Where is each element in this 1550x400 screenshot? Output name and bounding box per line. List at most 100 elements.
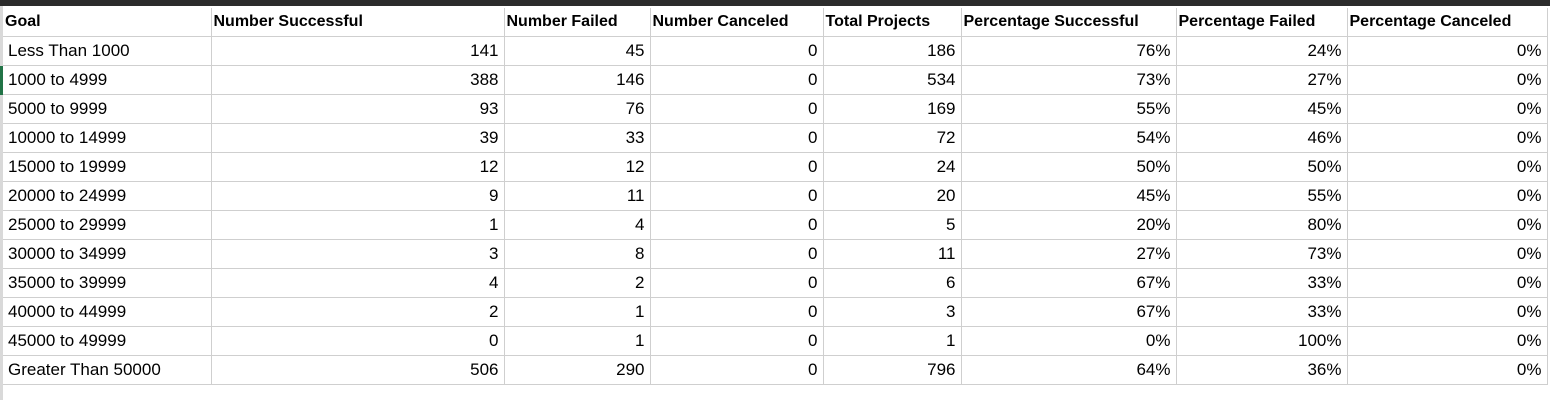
cell-percentage-successful[interactable]: 67% — [961, 297, 1177, 327]
cell-number-successful[interactable]: 4 — [211, 268, 505, 298]
cell-goal[interactable]: 10000 to 14999 — [3, 123, 212, 153]
header-cell-percentage-failed[interactable]: Percentage Failed — [1176, 8, 1348, 37]
cell-percentage-failed[interactable]: 55% — [1176, 181, 1348, 211]
cell-number-canceled[interactable]: 0 — [650, 326, 824, 356]
cell-number-successful[interactable]: 3 — [211, 239, 505, 269]
cell-percentage-failed[interactable]: 24% — [1176, 36, 1348, 66]
cell-percentage-failed[interactable]: 73% — [1176, 239, 1348, 269]
cell-number-failed[interactable]: 8 — [504, 239, 651, 269]
cell-total-projects[interactable]: 24 — [823, 152, 962, 182]
cell-percentage-failed[interactable]: 36% — [1176, 355, 1348, 385]
cell-number-canceled[interactable]: 0 — [650, 36, 824, 66]
cell-goal[interactable]: 1000 to 4999 — [3, 65, 212, 95]
cell-percentage-failed[interactable]: 80% — [1176, 210, 1348, 240]
cell-percentage-successful[interactable]: 55% — [961, 94, 1177, 124]
cell-number-failed[interactable]: 4 — [504, 210, 651, 240]
cell-percentage-failed[interactable]: 33% — [1176, 297, 1348, 327]
cell-goal[interactable]: 20000 to 24999 — [3, 181, 212, 211]
cell-total-projects[interactable]: 20 — [823, 181, 962, 211]
cell-number-failed[interactable]: 76 — [504, 94, 651, 124]
cell-percentage-successful[interactable]: 73% — [961, 65, 1177, 95]
cell-total-projects[interactable]: 3 — [823, 297, 962, 327]
cell-percentage-canceled[interactable]: 0% — [1347, 239, 1548, 269]
cell-total-projects[interactable]: 5 — [823, 210, 962, 240]
cell-number-successful[interactable]: 12 — [211, 152, 505, 182]
cell-total-projects[interactable]: 169 — [823, 94, 962, 124]
cell-percentage-failed[interactable]: 100% — [1176, 326, 1348, 356]
header-cell-number-canceled[interactable]: Number Canceled — [650, 8, 824, 37]
cell-number-successful[interactable]: 141 — [211, 36, 505, 66]
cell-percentage-canceled[interactable]: 0% — [1347, 297, 1548, 327]
cell-percentage-successful[interactable]: 76% — [961, 36, 1177, 66]
cell-number-failed[interactable]: 1 — [504, 326, 651, 356]
cell-goal[interactable]: 45000 to 49999 — [3, 326, 212, 356]
cell-number-failed[interactable]: 1 — [504, 297, 651, 327]
cell-number-successful[interactable]: 2 — [211, 297, 505, 327]
cell-number-failed[interactable]: 33 — [504, 123, 651, 153]
cell-percentage-canceled[interactable]: 0% — [1347, 181, 1548, 211]
cell-percentage-canceled[interactable]: 0% — [1347, 65, 1548, 95]
cell-percentage-failed[interactable]: 46% — [1176, 123, 1348, 153]
cell-total-projects[interactable]: 6 — [823, 268, 962, 298]
cell-percentage-successful[interactable]: 45% — [961, 181, 1177, 211]
cell-goal[interactable]: 40000 to 44999 — [3, 297, 212, 327]
cell-percentage-successful[interactable]: 54% — [961, 123, 1177, 153]
header-cell-goal[interactable]: Goal — [3, 8, 212, 37]
cell-number-failed[interactable]: 45 — [504, 36, 651, 66]
cell-percentage-canceled[interactable]: 0% — [1347, 152, 1548, 182]
cell-number-failed[interactable]: 11 — [504, 181, 651, 211]
cell-goal[interactable]: Greater Than 50000 — [3, 355, 212, 385]
cell-number-successful[interactable]: 93 — [211, 94, 505, 124]
cell-number-canceled[interactable]: 0 — [650, 210, 824, 240]
cell-goal[interactable]: 30000 to 34999 — [3, 239, 212, 269]
cell-percentage-successful[interactable]: 0% — [961, 326, 1177, 356]
cell-percentage-successful[interactable]: 20% — [961, 210, 1177, 240]
cell-percentage-successful[interactable]: 64% — [961, 355, 1177, 385]
cell-number-failed[interactable]: 12 — [504, 152, 651, 182]
cell-number-canceled[interactable]: 0 — [650, 152, 824, 182]
header-cell-number-successful[interactable]: Number Successful — [211, 8, 505, 37]
cell-percentage-canceled[interactable]: 0% — [1347, 210, 1548, 240]
cell-goal[interactable]: 15000 to 19999 — [3, 152, 212, 182]
cell-number-canceled[interactable]: 0 — [650, 123, 824, 153]
cell-number-failed[interactable]: 2 — [504, 268, 651, 298]
cell-number-successful[interactable]: 388 — [211, 65, 505, 95]
cell-number-successful[interactable]: 0 — [211, 326, 505, 356]
cell-number-failed[interactable]: 290 — [504, 355, 651, 385]
cell-percentage-failed[interactable]: 50% — [1176, 152, 1348, 182]
cell-goal[interactable]: 5000 to 9999 — [3, 94, 212, 124]
cell-number-successful[interactable]: 39 — [211, 123, 505, 153]
cell-total-projects[interactable]: 72 — [823, 123, 962, 153]
header-cell-number-failed[interactable]: Number Failed — [504, 8, 651, 37]
header-cell-percentage-successful[interactable]: Percentage Successful — [961, 8, 1177, 37]
header-cell-total-projects[interactable]: Total Projects — [823, 8, 962, 37]
cell-percentage-failed[interactable]: 33% — [1176, 268, 1348, 298]
cell-total-projects[interactable]: 186 — [823, 36, 962, 66]
cell-number-canceled[interactable]: 0 — [650, 297, 824, 327]
cell-number-canceled[interactable]: 0 — [650, 268, 824, 298]
cell-percentage-failed[interactable]: 27% — [1176, 65, 1348, 95]
header-cell-percentage-canceled[interactable]: Percentage Canceled — [1347, 8, 1548, 37]
cell-total-projects[interactable]: 1 — [823, 326, 962, 356]
cell-percentage-canceled[interactable]: 0% — [1347, 94, 1548, 124]
cell-percentage-failed[interactable]: 45% — [1176, 94, 1348, 124]
cell-percentage-successful[interactable]: 27% — [961, 239, 1177, 269]
cell-percentage-successful[interactable]: 50% — [961, 152, 1177, 182]
cell-percentage-successful[interactable]: 67% — [961, 268, 1177, 298]
cell-percentage-canceled[interactable]: 0% — [1347, 355, 1548, 385]
cell-goal[interactable]: 35000 to 39999 — [3, 268, 212, 298]
cell-number-canceled[interactable]: 0 — [650, 65, 824, 95]
cell-number-failed[interactable]: 146 — [504, 65, 651, 95]
cell-percentage-canceled[interactable]: 0% — [1347, 326, 1548, 356]
cell-goal[interactable]: 25000 to 29999 — [3, 210, 212, 240]
cell-number-canceled[interactable]: 0 — [650, 355, 824, 385]
cell-percentage-canceled[interactable]: 0% — [1347, 36, 1548, 66]
cell-goal[interactable]: Less Than 1000 — [3, 36, 212, 66]
cell-number-successful[interactable]: 9 — [211, 181, 505, 211]
cell-number-successful[interactable]: 506 — [211, 355, 505, 385]
cell-percentage-canceled[interactable]: 0% — [1347, 123, 1548, 153]
cell-percentage-canceled[interactable]: 0% — [1347, 268, 1548, 298]
cell-number-canceled[interactable]: 0 — [650, 181, 824, 211]
cell-total-projects[interactable]: 534 — [823, 65, 962, 95]
cell-number-canceled[interactable]: 0 — [650, 239, 824, 269]
